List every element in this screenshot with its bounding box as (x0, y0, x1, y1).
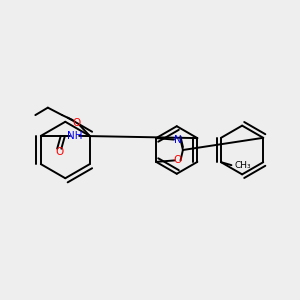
Text: O: O (72, 118, 80, 128)
Text: NH: NH (67, 131, 83, 141)
Text: N: N (174, 135, 182, 145)
Text: O: O (56, 147, 64, 157)
Text: CH₃: CH₃ (234, 161, 251, 170)
Text: O: O (173, 155, 182, 165)
